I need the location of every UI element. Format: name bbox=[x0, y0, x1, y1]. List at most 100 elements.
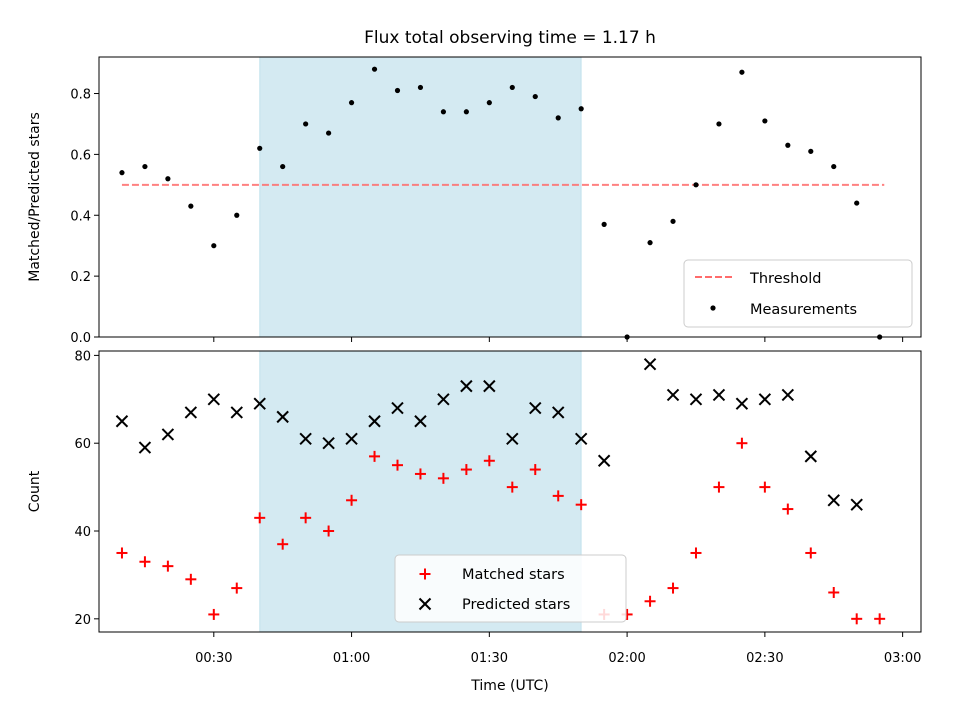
top-y-tick-label: 0.4 bbox=[70, 209, 91, 224]
top-legend-box bbox=[683, 259, 913, 328]
matched-star-point bbox=[874, 613, 886, 625]
matched-star-point bbox=[782, 503, 794, 515]
predicted-star-point bbox=[253, 397, 266, 410]
measurement-point bbox=[532, 93, 538, 100]
matched-stars-series bbox=[116, 437, 886, 625]
measurement-point bbox=[854, 200, 860, 206]
predicted-star-point bbox=[758, 393, 772, 406]
measurement-point bbox=[578, 106, 584, 112]
measurement-point bbox=[234, 212, 240, 218]
bottom-legend-box bbox=[394, 554, 627, 623]
predicted-star-point bbox=[597, 454, 611, 467]
flux-ratio-panel: 0.0 0.2 0.4 0.6 0.8 Flux total observing tim… bbox=[27, 28, 922, 346]
bottom-y-axis-label: Count bbox=[27, 470, 43, 512]
measurement-point bbox=[371, 66, 378, 72]
bottom-y-axis-ticks: 20 40 60 80 bbox=[74, 349, 99, 628]
measurement-point bbox=[463, 109, 469, 115]
x-tick-label: 01:30 bbox=[471, 651, 508, 666]
predicted-star-point bbox=[437, 393, 450, 406]
legend-matched-label: Matched stars bbox=[462, 567, 565, 583]
measurement-point bbox=[785, 142, 791, 148]
matched-star-point bbox=[231, 582, 243, 594]
legend-predicted-label: Predicted stars bbox=[462, 597, 570, 613]
bottom-y-tick-label: 80 bbox=[74, 349, 91, 364]
measurement-point bbox=[739, 69, 745, 75]
matched-star-point bbox=[185, 573, 197, 585]
matched-star-point bbox=[116, 547, 128, 559]
legend-measurements-swatch bbox=[710, 305, 716, 311]
predicted-star-point bbox=[689, 393, 703, 406]
matched-star-point bbox=[162, 560, 174, 572]
bottom-legend: Matched stars Predicted stars bbox=[394, 554, 627, 623]
observing-time-span-top bbox=[259, 56, 582, 338]
measurement-point bbox=[831, 163, 837, 170]
matched-star-point bbox=[369, 450, 381, 462]
matched-star-point bbox=[437, 472, 449, 484]
top-y-tick-label: 0.6 bbox=[70, 148, 91, 163]
matched-star-point bbox=[391, 459, 403, 471]
matched-star-point bbox=[644, 595, 656, 607]
matched-star-point bbox=[254, 512, 266, 524]
matched-star-point bbox=[529, 464, 541, 476]
x-tick-label: 00:30 bbox=[195, 651, 232, 666]
predicted-star-point bbox=[368, 415, 381, 428]
matched-star-point bbox=[552, 490, 564, 502]
measurement-point bbox=[647, 240, 653, 246]
predicted-star-point bbox=[827, 494, 840, 507]
predicted-star-point bbox=[712, 388, 726, 402]
measurement-point bbox=[509, 84, 515, 91]
measurement-point bbox=[417, 84, 424, 91]
predicted-stars-series bbox=[115, 357, 863, 511]
top-y-tick-label: 0.2 bbox=[70, 270, 91, 285]
bottom-y-tick-label: 40 bbox=[74, 525, 91, 540]
matched-star-point bbox=[460, 464, 472, 476]
predicted-star-point bbox=[276, 410, 289, 424]
measurements-series bbox=[119, 66, 883, 340]
top-y-tick-label: 0.0 bbox=[70, 331, 91, 346]
x-tick-label: 01:00 bbox=[333, 651, 370, 666]
top-y-axis-label: Matched/Predicted stars bbox=[27, 112, 43, 282]
predicted-star-point bbox=[115, 415, 129, 428]
measurement-point bbox=[142, 163, 148, 170]
predicted-star-point bbox=[506, 432, 519, 446]
matched-star-point bbox=[667, 582, 679, 594]
predicted-star-point bbox=[483, 379, 496, 393]
predicted-star-point bbox=[574, 432, 588, 446]
measurement-point bbox=[165, 176, 171, 182]
measurement-point bbox=[211, 243, 217, 249]
predicted-star-point bbox=[138, 441, 152, 454]
matched-star-point bbox=[713, 481, 725, 493]
predicted-star-point bbox=[529, 401, 542, 415]
predicted-star-point bbox=[184, 406, 198, 419]
measurement-point bbox=[394, 87, 401, 94]
measurement-point bbox=[808, 148, 814, 154]
matched-star-point bbox=[851, 613, 863, 625]
predicted-star-point bbox=[850, 498, 863, 511]
chart-title: Flux total observing time = 1.17 h bbox=[364, 28, 656, 48]
x-tick-label: 02:30 bbox=[746, 651, 783, 666]
predicted-star-point bbox=[643, 357, 657, 371]
predicted-star-point bbox=[781, 388, 795, 402]
matched-star-point bbox=[346, 494, 358, 506]
legend-predicted-marker bbox=[418, 597, 432, 611]
bottom-axes-frame bbox=[98, 350, 922, 633]
legend-matched-swatch bbox=[419, 568, 431, 580]
measurement-point bbox=[670, 218, 676, 224]
predicted-star-point bbox=[735, 397, 749, 410]
measurement-point bbox=[555, 115, 561, 121]
top-y-axis-ticks: 0.0 0.2 0.4 0.6 0.8 bbox=[70, 88, 99, 346]
measurement-point bbox=[693, 182, 699, 188]
measurement-point bbox=[716, 121, 722, 127]
top-axes-frame bbox=[98, 56, 922, 338]
predicted-star-point bbox=[207, 393, 221, 406]
matched-star-point bbox=[736, 437, 748, 449]
legend-measurements-label: Measurements bbox=[750, 302, 857, 318]
predicted-star-point bbox=[804, 450, 817, 463]
top-y-tick-label: 0.8 bbox=[70, 88, 91, 103]
matched-star-point bbox=[483, 455, 495, 467]
measurement-point bbox=[601, 221, 607, 227]
predicted-star-point bbox=[552, 406, 565, 419]
measurement-point bbox=[257, 145, 263, 151]
top-legend: Threshold Measurements bbox=[683, 259, 913, 328]
matched-star-point bbox=[690, 547, 702, 559]
